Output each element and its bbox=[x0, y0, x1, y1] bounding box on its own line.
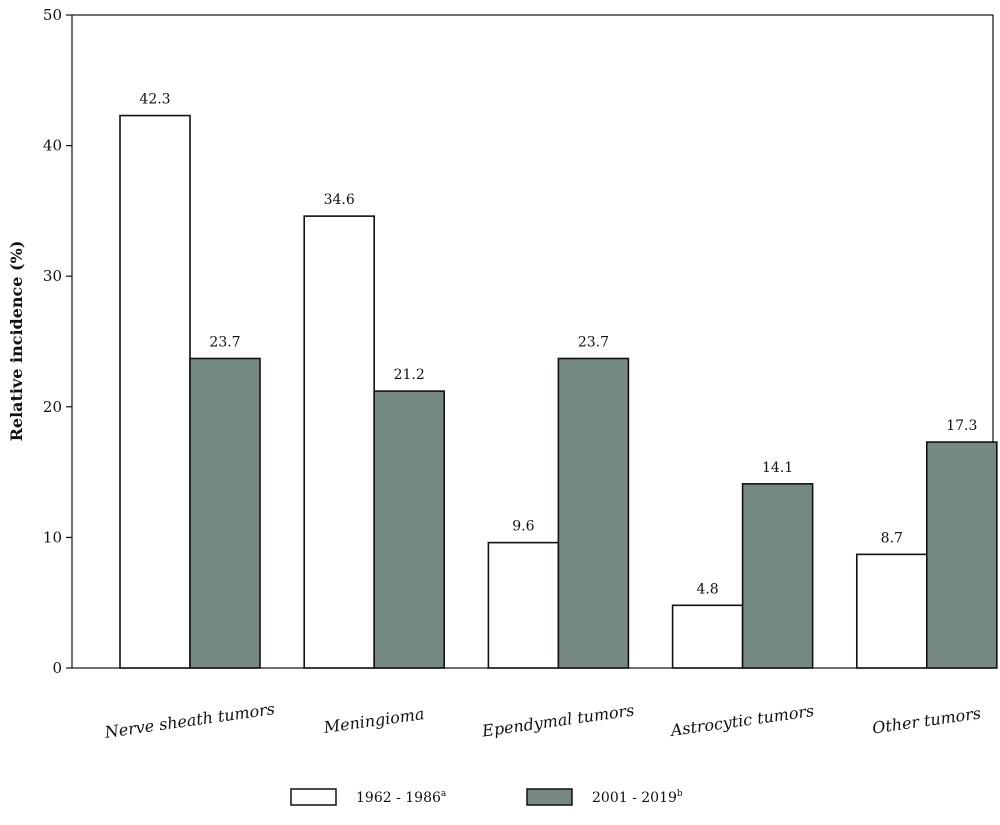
legend: 1962 - 1986a 2001 - 2019b bbox=[290, 788, 683, 806]
x-tick-label: Other tumors bbox=[871, 703, 982, 737]
data-label: 23.7 bbox=[578, 334, 609, 350]
data-label: 9.6 bbox=[512, 519, 534, 535]
bar-series2-1 bbox=[373, 390, 446, 669]
x-tick-label: Astrocytic tumors bbox=[668, 701, 816, 740]
bar-series2-0 bbox=[189, 357, 261, 669]
y-tick-label: 50 bbox=[43, 6, 62, 24]
data-label: 17.3 bbox=[946, 418, 977, 434]
data-label: 4.8 bbox=[696, 581, 718, 597]
bar-series1-3 bbox=[671, 604, 744, 669]
y-tick-label: 20 bbox=[43, 398, 62, 416]
y-tick-label: 40 bbox=[43, 137, 62, 155]
bar-series1-4 bbox=[855, 553, 928, 669]
bar-series2-2 bbox=[557, 357, 630, 669]
data-label: 42.3 bbox=[139, 92, 170, 108]
bar-series1-2 bbox=[487, 541, 560, 669]
bar-series2-3 bbox=[741, 483, 814, 669]
bar-series1-0 bbox=[119, 114, 191, 669]
data-label: 14.1 bbox=[762, 460, 793, 476]
data-label: 8.7 bbox=[881, 530, 903, 546]
y-axis-label: Relative incidence (%) bbox=[7, 241, 26, 442]
y-tick-label: 0 bbox=[52, 659, 62, 677]
bar-series1-1 bbox=[303, 215, 376, 669]
x-tick-label: Meningioma bbox=[322, 704, 426, 737]
y-tick-label: 30 bbox=[43, 267, 62, 285]
data-label: 21.2 bbox=[394, 367, 425, 383]
bar-series2-4 bbox=[925, 441, 998, 669]
x-tick-label: Ependymal tumors bbox=[480, 700, 635, 740]
legend-swatch bbox=[526, 788, 573, 806]
legend-entry: 1962 - 1986a bbox=[356, 789, 447, 806]
x-tick-label: Nerve sheath tumors bbox=[103, 699, 276, 742]
y-tick-label: 10 bbox=[43, 528, 62, 546]
data-label: 23.7 bbox=[209, 334, 240, 350]
data-label: 34.6 bbox=[324, 192, 355, 208]
legend-swatch bbox=[290, 788, 337, 806]
legend-entry: 2001 - 2019b bbox=[592, 789, 683, 806]
